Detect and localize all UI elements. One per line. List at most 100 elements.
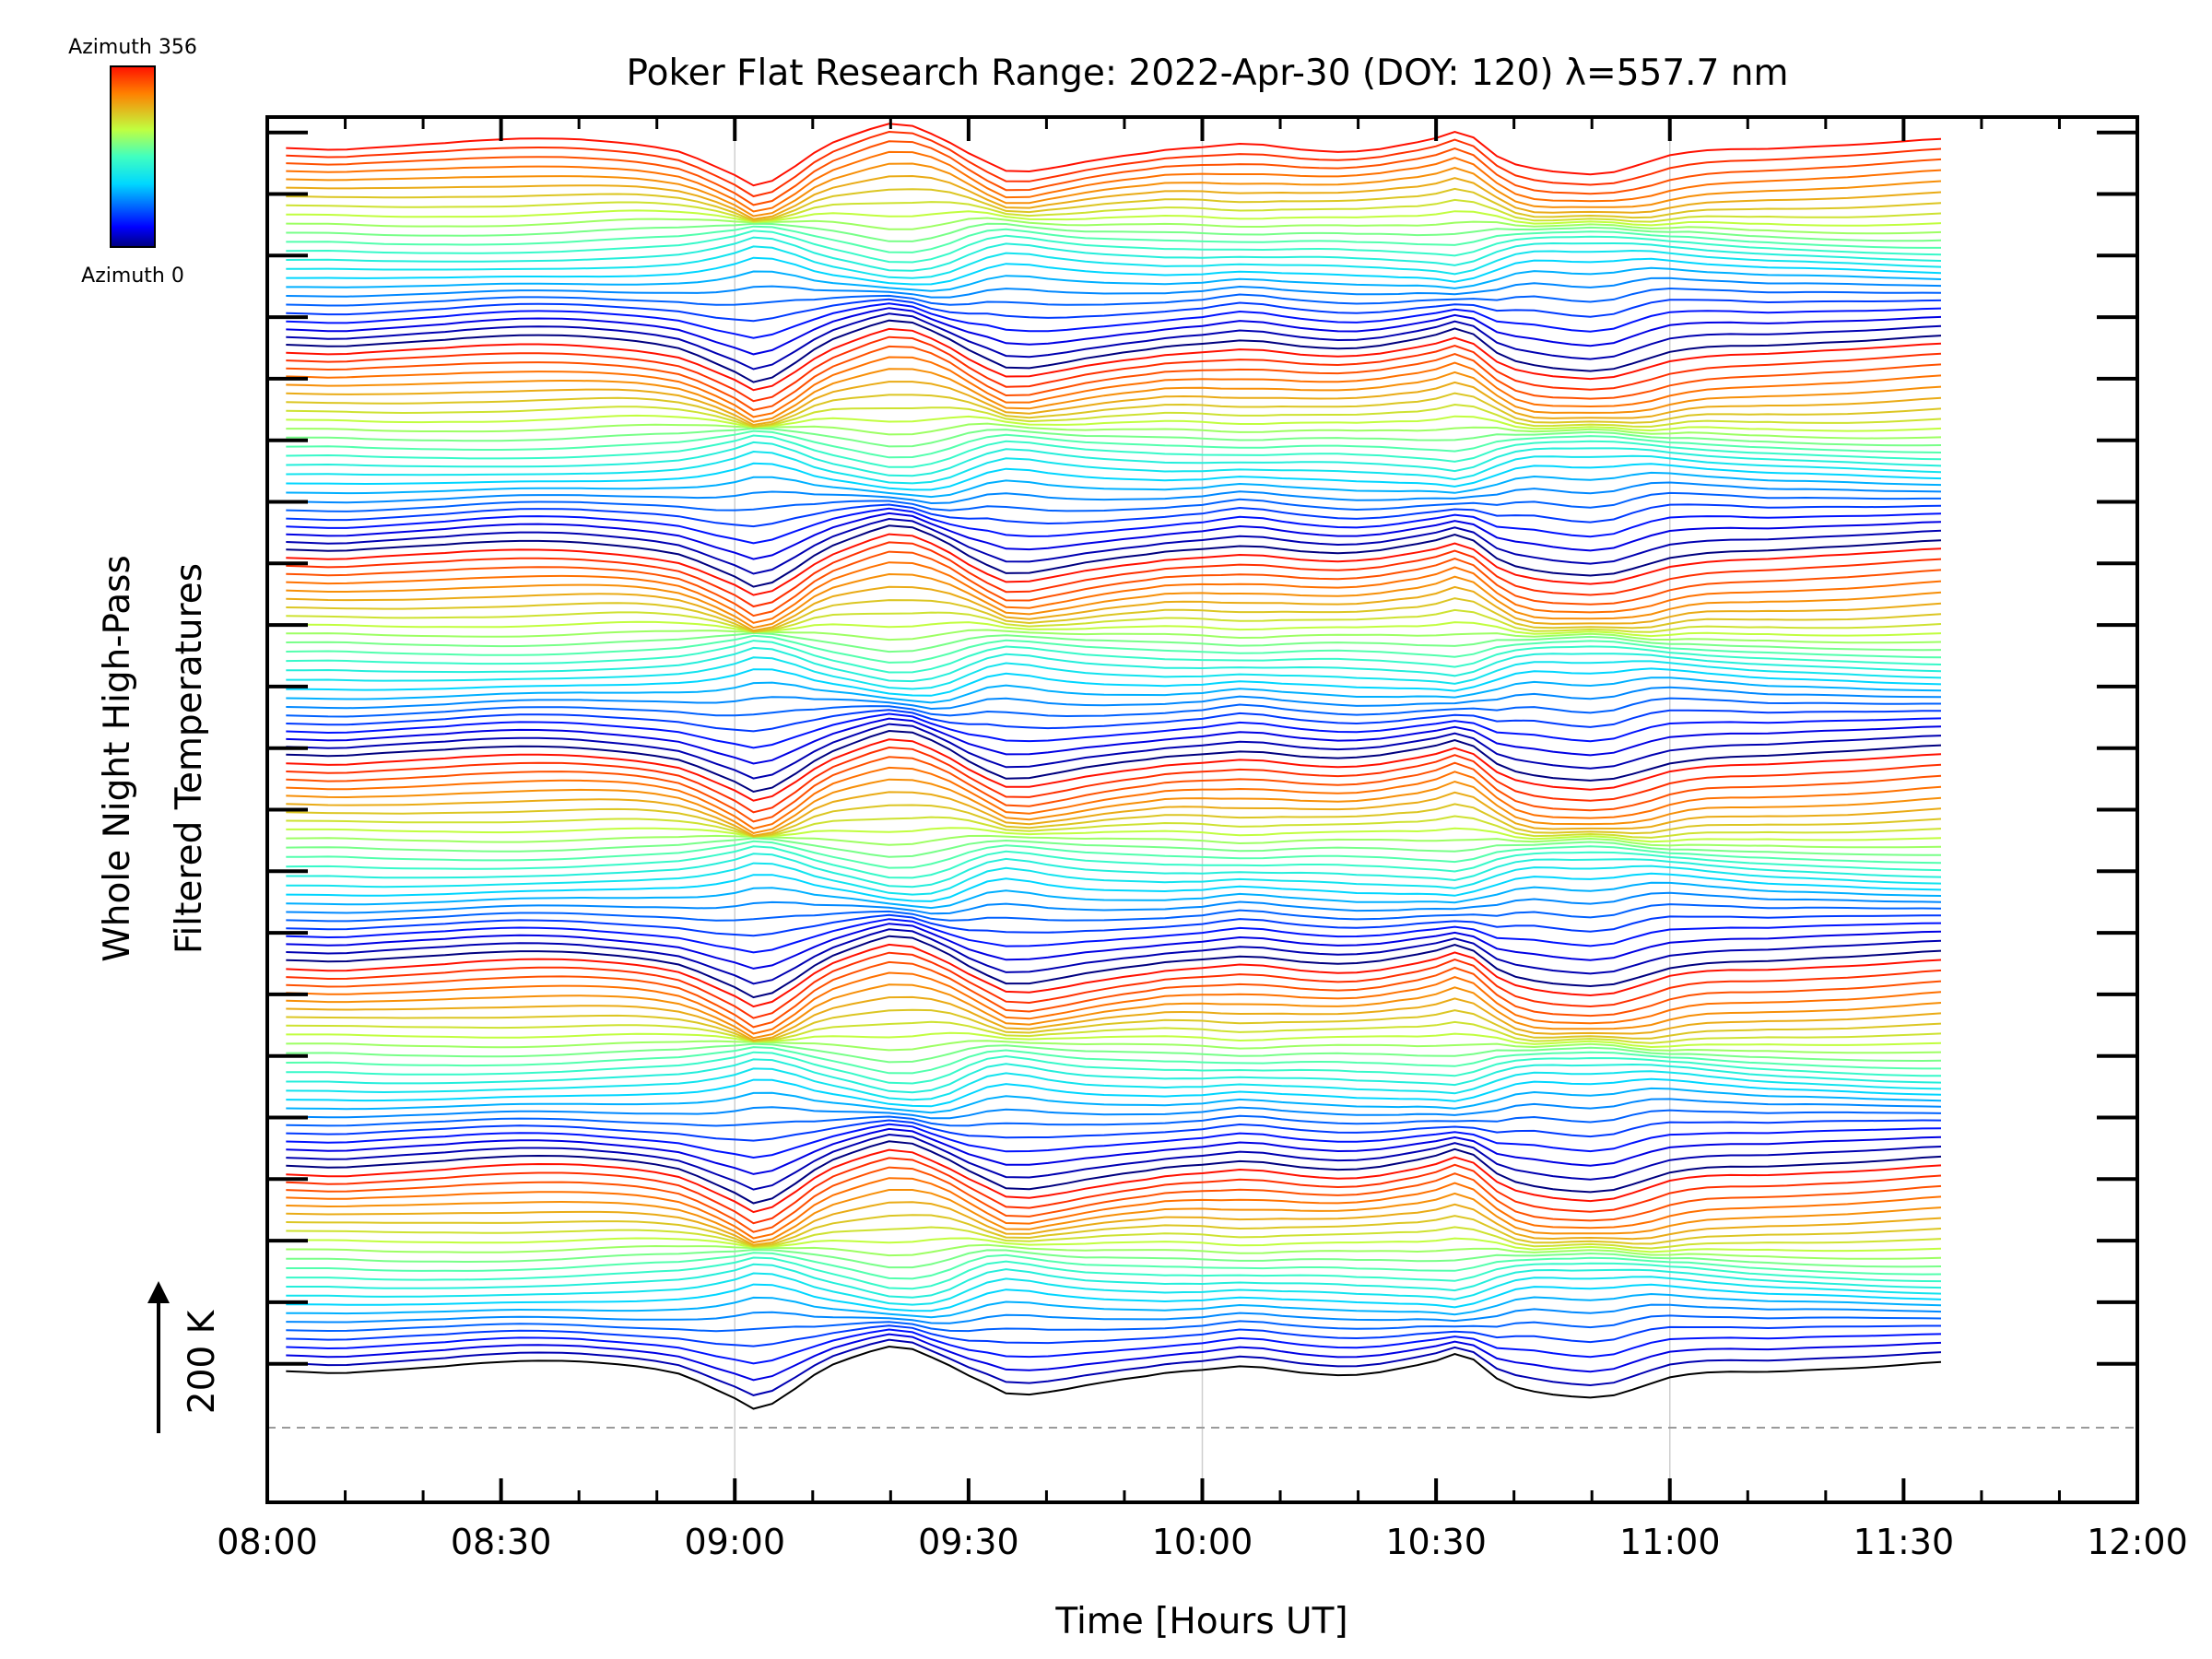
series-line [286, 971, 1942, 1035]
series-line [286, 756, 1942, 823]
series-line [286, 1040, 1942, 1054]
series-line [286, 1166, 1942, 1233]
series-line [286, 392, 1942, 428]
series-line [286, 550, 1942, 618]
series-line [286, 827, 1942, 843]
series-line [286, 1303, 1942, 1324]
series-line [286, 222, 1942, 242]
series-line [286, 766, 1942, 830]
scale-label: 200 K [182, 1309, 223, 1414]
series-line [286, 287, 1942, 307]
x-ticks [265, 117, 2139, 1502]
series-line [286, 697, 1941, 718]
series-line [286, 918, 1942, 954]
series-line [286, 640, 1942, 674]
series-line [286, 1157, 1942, 1225]
series-line [286, 462, 1942, 491]
series-line [286, 1051, 1942, 1085]
series-line [286, 256, 1942, 286]
series-line [286, 266, 1942, 292]
x-tick-label: 10:30 [1385, 1522, 1487, 1562]
series-line [286, 1201, 1942, 1246]
series-line [286, 667, 1942, 697]
series-line [286, 1008, 1942, 1042]
series-line [286, 1189, 1942, 1244]
series-line [286, 1058, 1942, 1094]
y-axis-label-line1: Whole Night High-Pass [97, 555, 138, 962]
series-line [286, 1067, 1942, 1101]
series-line [286, 481, 1942, 505]
series-line [286, 174, 1942, 220]
series-line [286, 123, 1942, 187]
series-line [286, 935, 1942, 999]
series-line [286, 913, 1942, 937]
series-line [286, 1243, 1942, 1260]
series-line [286, 533, 1942, 596]
series-line [286, 512, 1942, 560]
series-line [286, 1140, 1942, 1205]
series-line [286, 302, 1942, 339]
series-line [286, 791, 1942, 837]
series-line [286, 198, 1942, 223]
x-tick-labels: 08:00 08:30 09:00 09:30 10:00 10:30 11:00 11:30… [217, 1522, 2188, 1562]
x-tick-label: 10:00 [1152, 1522, 1253, 1562]
series-line [286, 541, 1942, 608]
series-line [286, 872, 1942, 902]
series-line [286, 1263, 1942, 1299]
series-line [286, 471, 1942, 499]
x-tick-label: 09:30 [918, 1522, 1019, 1562]
series-line [286, 229, 1942, 264]
series-line [286, 723, 1942, 780]
series-line [286, 1020, 1942, 1044]
series-line [286, 1046, 1941, 1075]
series-line [286, 312, 1942, 371]
series-line [286, 217, 1942, 235]
series-line [286, 236, 1942, 272]
series-line [286, 356, 1942, 418]
series-line [286, 620, 1942, 638]
series-line [286, 746, 1942, 814]
series-line [286, 1252, 1942, 1280]
series-line [286, 943, 1942, 1008]
series-line [286, 845, 1942, 879]
series-line [286, 608, 1942, 633]
series-line [286, 634, 1942, 664]
series-line [286, 1324, 1941, 1347]
series-line [286, 1248, 1942, 1269]
series-line [286, 414, 1942, 432]
series-line [286, 1345, 1942, 1410]
series-line [286, 862, 1942, 896]
series-line [286, 422, 1942, 440]
series-line [286, 1226, 1942, 1250]
series-line [286, 434, 1942, 468]
series-layer [286, 123, 1942, 1410]
series-line [286, 335, 1942, 403]
series-line [286, 853, 1942, 888]
series-line [286, 983, 1942, 1040]
series-line [286, 1333, 1942, 1382]
series-line [286, 572, 1942, 629]
series-line [286, 1237, 1942, 1253]
series-line [286, 209, 1942, 227]
series-line [286, 427, 1942, 448]
series-line [286, 1338, 1942, 1396]
series-line [286, 717, 1942, 765]
series-line [286, 368, 1942, 423]
x-axis-label: Time [Hours UT] [1054, 1601, 1347, 1642]
series-line [286, 150, 1942, 213]
series-line [286, 1042, 1942, 1064]
x-tick-label: 11:30 [1853, 1522, 1955, 1562]
series-line [286, 345, 1942, 411]
series-line [286, 803, 1942, 838]
series-line [286, 245, 1942, 279]
series-line [286, 319, 1942, 383]
series-line [286, 1133, 1942, 1191]
x-tick-label: 11:00 [1619, 1522, 1721, 1562]
series-line [286, 597, 1942, 633]
scale-arrow [147, 1281, 170, 1433]
series-line [286, 1031, 1942, 1049]
x-tick-label: 08:30 [451, 1522, 552, 1562]
series-line [286, 738, 1942, 802]
series-line [286, 712, 1942, 749]
